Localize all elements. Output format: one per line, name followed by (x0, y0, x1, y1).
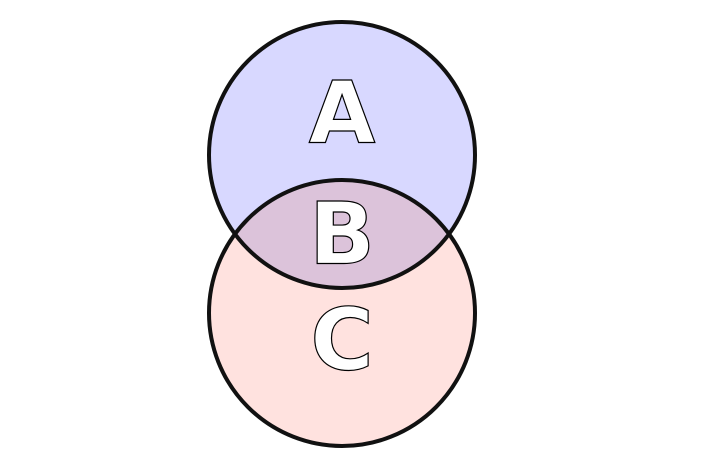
label-overlap: B (309, 184, 375, 284)
label-top-only: A (309, 63, 376, 163)
top-circle-outline (207, 20, 477, 290)
overlap-region (209, 180, 475, 288)
label-bottom-only: C (310, 290, 373, 390)
bottom-circle-outline (207, 178, 477, 448)
